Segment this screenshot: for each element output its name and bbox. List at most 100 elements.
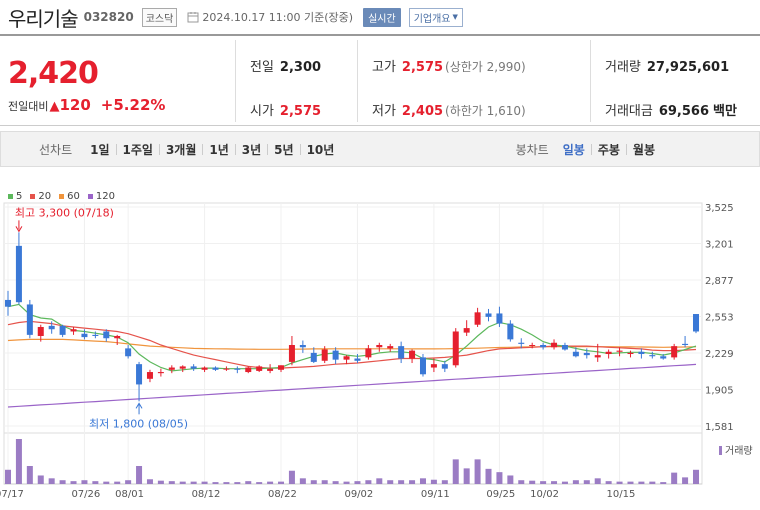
candle-body [59, 325, 66, 335]
volume-bar [103, 481, 110, 484]
annotations: 최고 3,300 (07/18) 최저 1,800 (08/05) [15, 206, 188, 430]
candle-body [234, 368, 241, 370]
period-monthly[interactable]: 월봉 [632, 142, 655, 157]
period-1y[interactable]: 1년 [209, 142, 229, 157]
candle-body [37, 326, 44, 336]
market-badge: 코스닥 [141, 7, 178, 27]
candle-body [627, 352, 634, 355]
stock-header: 우리기술 032820 코스닥 2024.10.17 11:00 기준(장중) … [0, 0, 760, 34]
volume-bar [627, 481, 634, 484]
candle-body [343, 356, 350, 360]
volume-bar [179, 481, 186, 484]
chart-toolbar: 선차트 1일 1주일 3개월 1년 3년 5년 10년 봉차트 일봉 주봉 월봉 [0, 131, 760, 167]
amount-value: 69,566 [658, 104, 710, 119]
volume-bar [190, 481, 197, 484]
candle-body [92, 334, 99, 336]
volume-bar [551, 481, 558, 484]
volume-bar [561, 481, 568, 484]
candle-body [245, 367, 252, 373]
candle-body [26, 304, 33, 335]
candle-body [376, 345, 383, 348]
candle-body [551, 342, 558, 348]
volume-label: 거래량 [605, 60, 641, 75]
volume-bar [37, 475, 44, 484]
divider [590, 40, 591, 122]
volume-bar [496, 472, 503, 484]
candle-body [256, 366, 263, 371]
volume-bar [92, 481, 99, 484]
volume-bar [507, 475, 514, 484]
legend-swatch [59, 194, 65, 199]
legend-swatch [8, 194, 13, 199]
period-weekly[interactable]: 주봉 [597, 142, 620, 157]
low-arrow-head [135, 402, 143, 409]
period-5y[interactable]: 5년 [274, 142, 294, 157]
x-tick-label: 09/02 [344, 489, 373, 500]
x-tick-label: 08/22 [268, 489, 297, 500]
trade-amount: 거래대금 69,566 백만 [605, 100, 737, 119]
candle-body [332, 350, 339, 360]
candle-body [299, 345, 306, 348]
period-3m[interactable]: 3개월 [165, 142, 197, 157]
candle-body [310, 352, 317, 362]
volume-bar [278, 481, 285, 484]
candle-body [649, 355, 656, 357]
change-label: 전일대비 [8, 100, 49, 113]
realtime-button[interactable]: 실시간 [363, 7, 401, 27]
candle-body [365, 348, 372, 358]
candle-body [616, 350, 623, 352]
candle-body [114, 335, 121, 339]
candle-body [507, 323, 514, 340]
volume-bar [321, 480, 328, 484]
legend-ma120: 120 [87, 191, 115, 202]
candle-body [212, 367, 219, 370]
candle-body [179, 366, 186, 369]
candle-body [4, 299, 12, 307]
volume-bar [288, 470, 295, 484]
volume-bar [452, 459, 459, 484]
volume-bar [583, 480, 590, 484]
low-annotation: 최저 1,800 (08/05) [89, 417, 188, 430]
legend-label: 60 [67, 191, 80, 202]
volume-value: 27,925,601 [646, 60, 730, 75]
candle-body [48, 325, 55, 330]
volume-bar [409, 480, 416, 484]
open-value: 2,575 [279, 104, 322, 119]
candle-body [15, 245, 22, 303]
period-10y[interactable]: 10년 [306, 142, 335, 157]
company-info-button[interactable]: 기업개요 ▼ [408, 7, 463, 27]
y-tick-label: 2,877 [705, 276, 734, 287]
divider [267, 143, 269, 155]
volume-bars [4, 439, 700, 484]
calendar-icon [187, 12, 199, 23]
open-label: 시가 [250, 104, 274, 119]
ma60-line [7, 338, 697, 350]
volume-bar [125, 480, 132, 484]
candle-body [518, 342, 525, 344]
open-price: 시가 2,575 [250, 100, 321, 119]
volume-bar [223, 482, 230, 484]
candle-body [682, 343, 689, 346]
period-daily[interactable]: 일봉 [562, 142, 585, 157]
divider [625, 143, 627, 155]
period-1d[interactable]: 1일 [90, 142, 110, 157]
divider [590, 143, 592, 155]
period-1w[interactable]: 1주일 [122, 142, 153, 157]
volume-bar [419, 478, 426, 484]
candle-body [201, 367, 208, 370]
legend-ma20: 20 [30, 191, 51, 202]
volume-bar [343, 481, 350, 484]
candle-body [572, 351, 579, 357]
prev-close-value: 2,300 [279, 60, 322, 75]
stock-name: 우리기술 [8, 6, 79, 31]
y-tick-label: 1,581 [705, 422, 734, 433]
volume-bar [485, 468, 492, 484]
volume-bar [212, 482, 219, 484]
candle-body [605, 351, 612, 355]
volume-bar [70, 481, 77, 484]
x-tick-label: 09/11 [421, 489, 450, 500]
ma20-line [7, 320, 697, 369]
legend-ma5: 5 [8, 191, 22, 202]
period-3y[interactable]: 3년 [241, 142, 262, 157]
